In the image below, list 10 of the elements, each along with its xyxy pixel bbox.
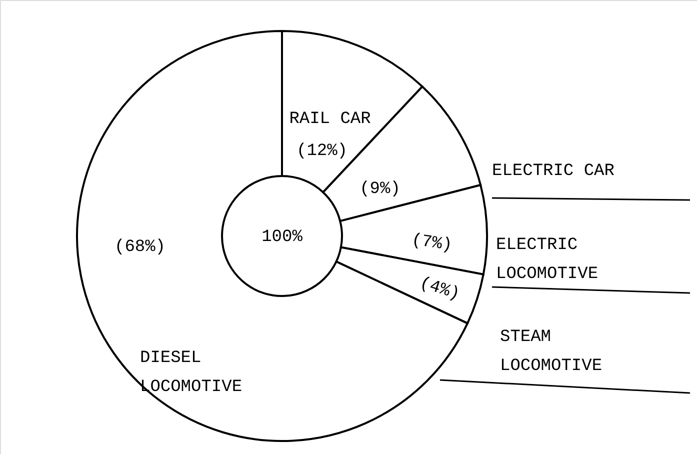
slice-label: RAIL CAR bbox=[289, 110, 371, 129]
data-label: (7%) bbox=[410, 231, 454, 256]
slice-label: ELECTRIC LOCOMOTIVE bbox=[496, 236, 598, 284]
data-label: (4%) bbox=[417, 274, 462, 305]
data-label: (12%) bbox=[296, 142, 348, 161]
data-label: (68%) bbox=[114, 238, 166, 257]
data-label: (9%) bbox=[360, 180, 400, 199]
slice-label: STEAM LOCOMOTIVE bbox=[500, 328, 602, 376]
text: 100% bbox=[262, 228, 304, 247]
slice-label: ELECTRIC CAR bbox=[492, 162, 614, 181]
